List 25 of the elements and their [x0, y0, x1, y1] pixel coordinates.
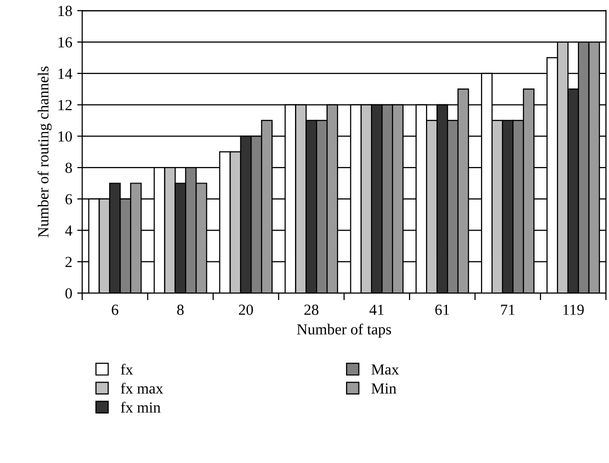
y-tick-label: 0: [65, 288, 72, 299]
x-tick-label: 8: [177, 304, 184, 315]
y-tick-label: 6: [66, 194, 72, 204]
y-tick-label: 2: [66, 256, 72, 267]
y-tick-label: 14: [58, 68, 72, 79]
y-tick-label: 8: [65, 162, 72, 174]
x-tick-label: 28: [304, 304, 318, 315]
y-tick-label: 4: [65, 226, 72, 236]
x-tick-label: 20: [238, 304, 253, 315]
legend-label: fx min: [120, 402, 160, 412]
x-tick-label: 41: [369, 304, 384, 315]
x-tick-label: 119: [563, 304, 584, 315]
x-tick-label: 6: [112, 304, 118, 315]
x-axis-title: Number of taps: [297, 324, 392, 338]
y-axis-title: Number of routing channels: [38, 66, 52, 238]
y-tick-label: 18: [58, 6, 72, 16]
legend-label: fx max: [120, 382, 164, 394]
y-tick-label: 16: [58, 37, 72, 48]
y-tick-label: 10: [58, 131, 72, 142]
legend-label: Min: [371, 383, 396, 394]
y-tick-label: 12: [58, 100, 72, 110]
x-tick-label: 61: [435, 304, 450, 315]
x-tick-label: 71: [501, 304, 514, 315]
legend-label: Max: [371, 364, 399, 375]
legend-label: fx: [120, 364, 133, 374]
